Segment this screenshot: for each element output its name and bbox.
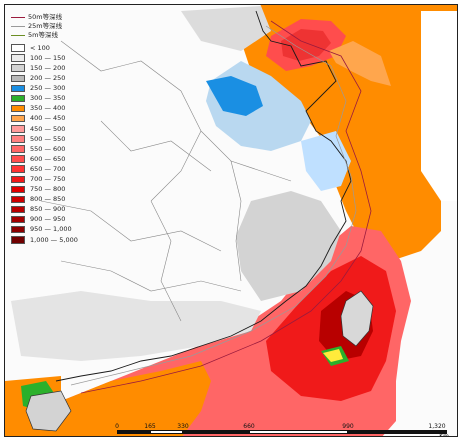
- taiwan-island: [340, 290, 374, 347]
- legend-class-item: 100 — 150: [11, 53, 97, 63]
- scale-tick-label: 165: [144, 423, 156, 430]
- ocean-blank-east: [421, 11, 457, 201]
- scale-segment: [348, 430, 447, 434]
- hainan-island: [25, 390, 72, 432]
- coastline: [55, 10, 352, 382]
- sea-orange-top: [396, 5, 457, 11]
- legend-class-item: 200 — 250: [11, 73, 97, 83]
- scale-segment: [183, 430, 249, 434]
- legend-class-item: 500 — 550: [11, 134, 97, 144]
- legend-line-item: 25m等深线: [11, 22, 97, 31]
- legend: 50m等深线 25m等深线 5m等深线 < 100 100 — 150 150 …: [11, 13, 97, 245]
- legend-line-label: 25m等深线: [28, 22, 63, 31]
- line-swatch: [11, 26, 25, 27]
- legend-class-item: 350 — 400: [11, 104, 97, 114]
- legend-line-label: 50m等深线: [28, 13, 63, 22]
- isobath-25m: [70, 25, 357, 386]
- legend-lines: 50m等深线 25m等深线 5m等深线: [11, 13, 97, 40]
- northeast-gray: [181, 6, 271, 51]
- legend-line-item: 50m等深线: [11, 13, 97, 22]
- north-plain-blue: [206, 76, 263, 116]
- legend-class-item: 550 — 600: [11, 144, 97, 154]
- map-canvas[interactable]: [5, 5, 458, 437]
- south-orange: [61, 361, 211, 436]
- isobath-50m: [80, 20, 372, 394]
- taiwan-south-yellow: [323, 349, 343, 362]
- legend-class-item: 600 — 650: [11, 154, 97, 164]
- scale-tick-label: 1,320: [428, 423, 446, 430]
- scale-segment: [150, 430, 183, 434]
- legend-class-item: 450 — 500: [11, 124, 97, 134]
- bohai-core: [281, 29, 331, 61]
- south-coast-gray: [11, 291, 261, 361]
- scale-segment: [117, 430, 150, 434]
- scale-tick-label: 330: [177, 423, 189, 430]
- legend-class-item: 950 — 1,000: [11, 225, 97, 235]
- legend-class-item: 850 — 900: [11, 205, 97, 215]
- scale-bar: 0 165 330 660 990 1,320 Km: [115, 423, 449, 437]
- legend-line-label: 5m等深线: [28, 31, 58, 40]
- province-boundaries: [40, 40, 292, 322]
- scale-tick-label: 990: [342, 423, 354, 430]
- legend-classes: < 100 100 — 150 150 — 200 200 — 250 250 …: [11, 43, 97, 245]
- legend-class-item: < 100: [11, 43, 97, 53]
- scale-unit: Km: [439, 433, 449, 437]
- legend-class-item: 300 — 350: [11, 93, 97, 103]
- legend-class-item: 800 — 850: [11, 194, 97, 204]
- legend-class-item: 700 — 750: [11, 174, 97, 184]
- legend-class-item: 1,000 — 5,000: [11, 235, 97, 245]
- legend-class-item: 650 — 700: [11, 164, 97, 174]
- scale-tick-label: 660: [243, 423, 255, 430]
- map-frame: 50m等深线 25m等深线 5m等深线 < 100 100 — 150 150 …: [4, 4, 458, 437]
- legend-class-item: 400 — 450: [11, 114, 97, 124]
- legend-class-item: 250 — 300: [11, 83, 97, 93]
- line-swatch: [11, 35, 25, 36]
- jiangsu-lightblue: [301, 131, 351, 191]
- legend-class-item: 750 — 800: [11, 184, 97, 194]
- scale-segment: [249, 430, 348, 434]
- legend-class-item: 150 — 200: [11, 63, 97, 73]
- line-swatch: [11, 17, 25, 18]
- scale-tick-label: 0: [115, 423, 119, 430]
- legend-class-item: 900 — 950: [11, 215, 97, 225]
- yellow-sea-light: [329, 41, 391, 86]
- coastal-gray: [236, 191, 341, 301]
- legend-line-item: 5m等深线: [11, 31, 97, 40]
